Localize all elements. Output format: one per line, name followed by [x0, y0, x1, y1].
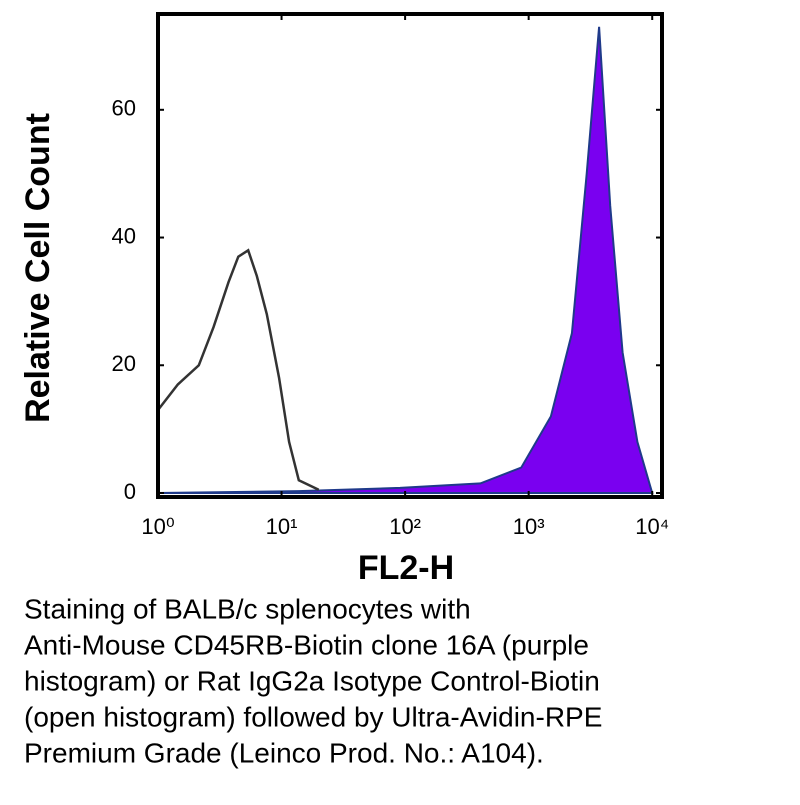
x-tick-label: 10²	[389, 514, 421, 539]
y-tick-label: 0	[124, 479, 136, 504]
caption-line: Anti-Mouse CD45RB-Biotin clone 16A (purp…	[24, 629, 589, 660]
x-axis-label: FL2-H	[358, 549, 454, 587]
plot-frame	[156, 12, 664, 499]
open-histogram	[157, 248, 320, 491]
caption-line: histogram) or Rat IgG2a Isotype Control-…	[24, 665, 600, 696]
caption-line: Staining of BALB/c splenocytes with	[24, 593, 471, 624]
x-tick-label: 10⁰	[141, 514, 174, 539]
caption-line: Premium Grade (Leinco Prod. No.: A104).	[24, 737, 544, 768]
filled-histogram	[157, 26, 654, 494]
y-tick-label: 60	[112, 96, 136, 121]
y-tick-label: 40	[112, 223, 136, 248]
caption-line: (open histogram) followed by Ultra-Avidi…	[24, 701, 602, 732]
x-tick-label: 10¹	[266, 514, 298, 539]
x-tick-label: 10⁴	[635, 514, 669, 539]
x-tick-label: 10³	[513, 514, 545, 539]
y-tick-label: 20	[112, 351, 136, 376]
y-axis-label: Relative Cell Count	[19, 113, 57, 423]
